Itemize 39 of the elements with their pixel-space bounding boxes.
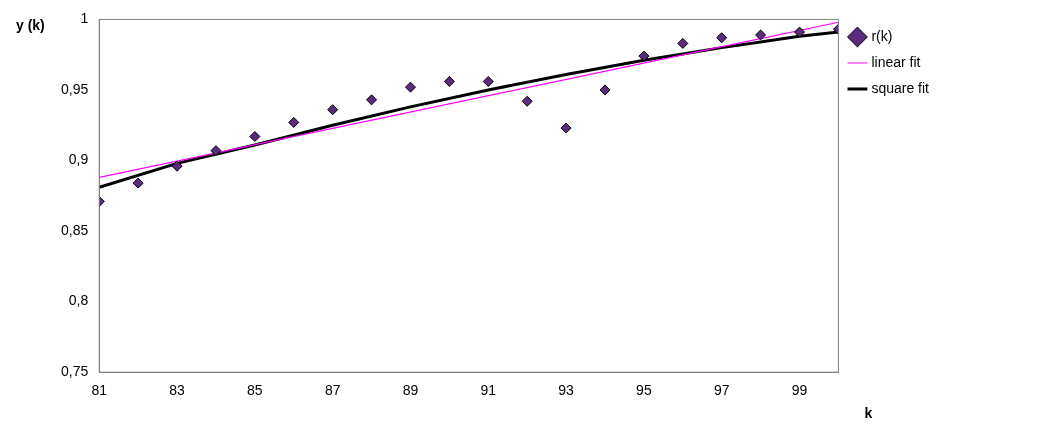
x-tick-label: 81: [91, 382, 108, 399]
x-tick-label: 83: [169, 382, 186, 399]
point: [171, 160, 183, 172]
y-axis-title: y (k): [16, 17, 45, 34]
point: [327, 104, 339, 116]
x-tick-label: 99: [791, 382, 808, 399]
y-tick-label: 0,85: [61, 221, 89, 238]
x-tick-label: 87: [324, 382, 341, 399]
x-tick-label: 91: [480, 382, 497, 399]
legend-label: linear fit: [871, 53, 921, 70]
point: [132, 177, 144, 189]
point: [482, 75, 494, 87]
legend-label: square fit: [871, 79, 930, 96]
y-tick-label: 0,8: [68, 292, 89, 309]
point: [210, 145, 222, 157]
y-tick-label: 1: [80, 10, 89, 27]
y-tick-label: 0,75: [61, 363, 89, 380]
x-tick-label: 97: [713, 382, 730, 399]
x-tick-label: 93: [558, 382, 575, 399]
point: [755, 29, 767, 41]
x-tick-label: 85: [247, 382, 263, 399]
legend-label: r(k): [871, 27, 893, 44]
point: [677, 37, 689, 49]
x-axis-title: k: [864, 404, 873, 421]
point: [404, 81, 416, 93]
point: [521, 95, 533, 107]
y-tick-label: 0,9: [68, 151, 89, 168]
point: [288, 116, 300, 128]
point: [249, 131, 261, 143]
x-tick-label: 89: [402, 382, 419, 399]
point: [638, 50, 650, 62]
point: [599, 84, 611, 96]
y-tick-label: 0,95: [61, 80, 89, 97]
x-tick-label: 95: [636, 382, 652, 399]
point: [366, 94, 378, 106]
point: [716, 32, 728, 44]
point: [794, 26, 806, 38]
point: [560, 122, 572, 134]
point: [443, 75, 455, 87]
